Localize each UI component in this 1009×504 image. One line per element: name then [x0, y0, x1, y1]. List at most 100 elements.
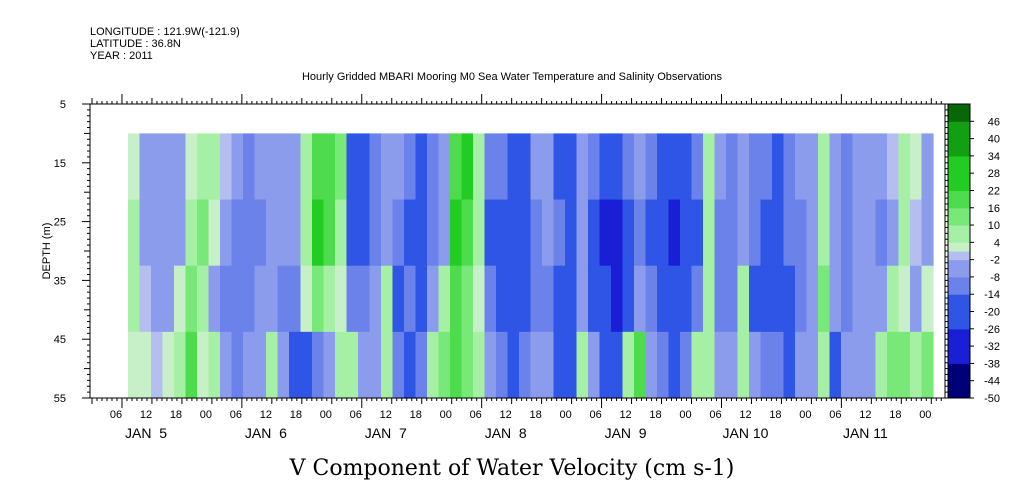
heat-cell: [772, 331, 785, 399]
heat-cell: [473, 133, 486, 201]
heat-cell: [392, 199, 405, 267]
heat-cell: [335, 265, 348, 333]
heat-cell: [714, 265, 727, 333]
heat-cell: [208, 331, 221, 399]
heat-cell: [519, 331, 532, 399]
heat-cell: [887, 199, 900, 267]
y-axis: 5 15 25 35 45 55: [54, 99, 953, 405]
heat-cell: [174, 133, 187, 201]
x-hour-label: 06: [470, 409, 482, 421]
heat-cell: [415, 331, 428, 399]
heat-cell: [289, 133, 302, 201]
colorbar-segment: [948, 233, 970, 243]
x-hour-label: 18: [769, 409, 781, 421]
heat-cell: [381, 331, 394, 399]
heat-cell: [611, 199, 624, 267]
heat-cell: [438, 133, 451, 201]
heat-cell: [139, 331, 152, 399]
heat-cell: [415, 199, 428, 267]
x-axis-ticks: [91, 94, 942, 408]
heat-cell: [392, 331, 405, 399]
heat-cell: [576, 331, 589, 399]
heat-cell: [381, 133, 394, 201]
x-hour-label: 12: [260, 409, 272, 421]
y-tick-label: 15: [54, 158, 66, 170]
heat-cell: [151, 199, 164, 267]
colorbar-label: 28: [988, 168, 1000, 180]
colorbar-segment: [948, 363, 970, 373]
heat-cell: [496, 199, 509, 267]
colorbar-segment: [948, 147, 970, 157]
heat-cell: [312, 331, 325, 399]
heat-cell: [335, 133, 348, 201]
heat-cell: [335, 199, 348, 267]
heat-cell: [208, 265, 221, 333]
heat-cell: [461, 199, 474, 267]
heat-cell: [277, 265, 290, 333]
latitude-text: LATITUDE : 36.8N: [90, 38, 181, 50]
heat-cell: [243, 199, 256, 267]
heat-cell: [128, 133, 141, 201]
heat-cell: [726, 331, 739, 399]
x-axis-day-labels: JAN 5 JAN 6 JAN 7 JAN 8 JAN 9 JAN 10 JAN 11: [125, 425, 888, 441]
colorbar: 46 40 34 28 22 16 10 4 -2 -8 -14 -20 -26 -32 -38 -44 -50: [947, 103, 1000, 405]
heat-cell: [875, 199, 888, 267]
heat-cell: [174, 331, 187, 399]
heat-cell: [622, 331, 635, 399]
x-hour-label: 18: [530, 409, 542, 421]
heat-cell: [634, 265, 647, 333]
heat-cell: [760, 331, 773, 399]
heat-cell: [323, 133, 336, 201]
heat-cell: [841, 199, 854, 267]
heat-cell: [438, 331, 451, 399]
heat-cell: [197, 265, 210, 333]
heat-cell: [829, 265, 842, 333]
colorbar-segment: [948, 320, 970, 330]
heat-cell: [921, 331, 934, 399]
heat-cell: [231, 265, 244, 333]
heat-cell: [737, 199, 750, 267]
heat-cell: [312, 265, 325, 333]
colorbar-frame: [947, 103, 971, 399]
heat-cell: [507, 265, 520, 333]
heat-cell: [174, 199, 187, 267]
heat-cell: [404, 133, 417, 201]
colorbar-segment: [948, 190, 970, 200]
colorbar-segment: [948, 302, 970, 313]
x-hour-label: 12: [859, 409, 871, 421]
heat-cell: [450, 331, 463, 399]
heat-cell: [277, 199, 290, 267]
heat-cell: [530, 133, 543, 201]
x-hour-label: 06: [350, 409, 362, 421]
heat-cell: [657, 133, 670, 201]
heat-cell: [404, 199, 417, 267]
heat-cell: [542, 133, 555, 201]
heat-cell: [358, 331, 371, 399]
colorbar-segment: [948, 225, 970, 235]
colorbar-segment: [948, 311, 970, 321]
heat-cell: [530, 199, 543, 267]
x-hour-label: 06: [230, 409, 242, 421]
heat-cell: [358, 133, 371, 201]
colorbar-segment: [948, 138, 970, 148]
heat-cell: [829, 199, 842, 267]
heat-cell: [657, 199, 670, 267]
colorbar-segment: [948, 268, 970, 278]
heat-cell: [898, 133, 911, 201]
heat-cell: [369, 133, 382, 201]
x-day-label: JAN 11: [843, 425, 888, 441]
heat-cell: [185, 331, 198, 399]
colorbar-segment: [948, 337, 970, 347]
heat-cell: [852, 331, 865, 399]
heat-cell: [300, 265, 313, 333]
heat-cell: [668, 265, 681, 333]
heat-cell: [680, 331, 693, 399]
x-hour-label: 18: [290, 409, 302, 421]
longitude-text: LONGITUDE : 121.9W(-121.9): [90, 26, 240, 38]
heat-cell: [818, 133, 831, 201]
heat-cell: [231, 133, 244, 201]
heat-cell: [852, 265, 865, 333]
heat-cell: [484, 331, 497, 399]
heat-cell: [622, 133, 635, 201]
colorbar-segment: [948, 181, 970, 191]
